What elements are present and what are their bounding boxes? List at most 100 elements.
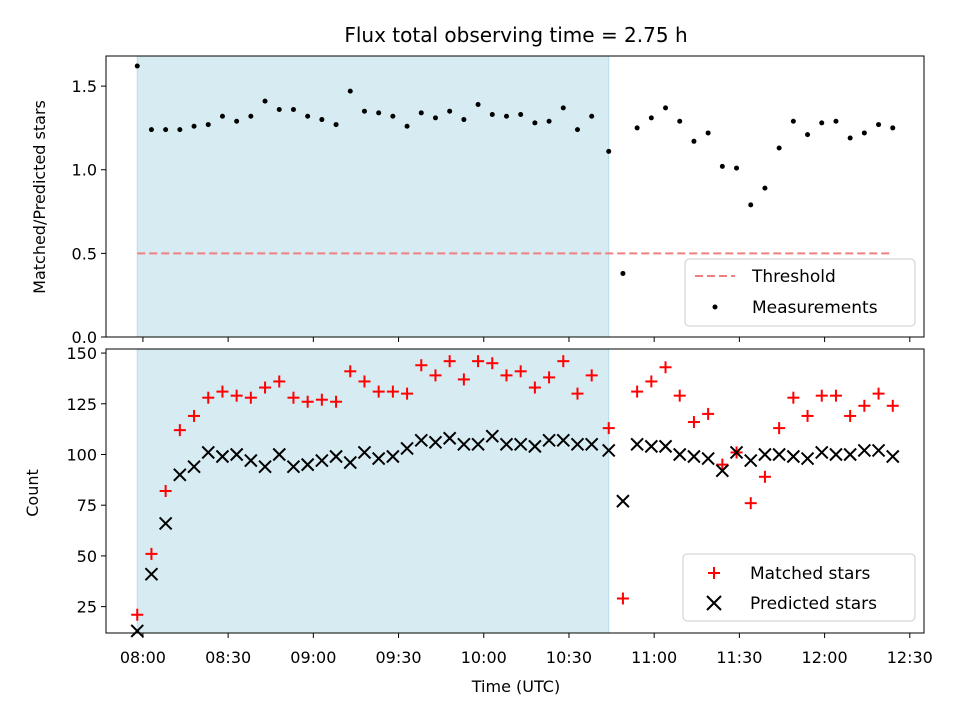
y-tick-label: 1.0 <box>72 161 97 180</box>
bottom-y-axis-label: Count <box>23 469 42 517</box>
legend-matched-swatch <box>708 567 720 579</box>
measurement-point <box>276 107 282 113</box>
matched-star-marker <box>557 355 570 368</box>
measurement-point <box>177 127 183 133</box>
predicted-star-marker <box>400 441 414 456</box>
predicted-star-marker <box>499 437 514 452</box>
measurement-point <box>819 120 825 126</box>
matched-star-marker <box>514 365 527 378</box>
top-x-axis-ticks <box>142 337 911 342</box>
measurement-point <box>432 115 438 121</box>
predicted-star-marker <box>673 447 687 462</box>
top-panel: 0.0 0.5 1.0 1.5 Flux total observing time =… <box>30 23 925 347</box>
bottom-panel: 25 50 75 100 125 150 08:00 08:30 09:00 09:30 10:0… <box>23 344 933 696</box>
matched-star-marker <box>358 375 371 388</box>
y-tick-label: 50 <box>77 547 97 566</box>
top-y-axis-label: Matched/Predicted stars <box>30 100 49 294</box>
measurement-point <box>805 132 811 138</box>
matched-star-marker <box>344 365 357 378</box>
measurement-point <box>620 270 626 276</box>
measurement-point <box>219 113 225 119</box>
measurement-point <box>560 105 566 111</box>
predicted-star-marker <box>871 443 886 458</box>
measurement-point <box>461 117 467 123</box>
measurement-point <box>191 123 197 129</box>
measurement-point <box>503 113 509 119</box>
predicted-star-marker <box>244 453 258 468</box>
predicted-star-marker <box>616 494 630 508</box>
matched-star-marker <box>500 369 513 382</box>
matched-star-marker <box>202 391 215 404</box>
measurement-point <box>748 202 754 208</box>
measurement-point <box>546 118 552 124</box>
x-tick-label: 10:00 <box>461 648 507 667</box>
measurement-point <box>418 110 424 116</box>
matched-star-marker <box>145 547 158 560</box>
predicted-star-marker <box>471 437 485 452</box>
predicted-star-marker <box>729 445 744 460</box>
predicted-star-marker <box>272 447 286 462</box>
measurement-point <box>475 102 481 108</box>
matched-star-marker <box>645 375 658 388</box>
measurement-point <box>134 63 140 69</box>
matched-star-marker <box>716 458 729 471</box>
measurement-point <box>691 138 697 144</box>
measurement-point <box>319 117 325 123</box>
predicted-star-marker <box>715 464 730 478</box>
matched-star-marker <box>687 416 700 429</box>
matched-star-marker <box>758 470 771 483</box>
predicted-star-marker <box>329 449 343 464</box>
y-tick-label: 1.5 <box>72 77 97 96</box>
legend-predicted-label: Predicted stars <box>750 594 877 614</box>
matched-star-marker <box>372 385 385 398</box>
x-tick-label: 11:30 <box>716 648 762 667</box>
predicted-star-marker <box>201 445 215 460</box>
x-tick-label: 08:30 <box>205 648 251 667</box>
predicted-star-marker <box>556 433 570 447</box>
x-tick-label: 11:00 <box>631 648 677 667</box>
measurement-point <box>876 122 882 128</box>
measurement-point <box>248 113 254 119</box>
x-tick-label: 08:00 <box>120 648 166 667</box>
measurement-point <box>532 120 538 126</box>
measurement-point <box>518 112 524 118</box>
top-y-axis-ticks: 0.0 0.5 1.0 1.5 <box>72 77 106 347</box>
predicted-star-marker <box>815 445 829 460</box>
y-tick-label: 25 <box>77 598 97 617</box>
predicted-star-marker <box>357 445 372 460</box>
measurement-point <box>861 130 867 136</box>
legend-matched-label: Matched stars <box>750 564 870 584</box>
predicted-star-marker <box>428 435 443 450</box>
matched-star-marker <box>659 361 672 374</box>
measurement-point <box>205 122 211 128</box>
measurement-point <box>833 118 839 124</box>
bottom-legend: Matched stars Predicted stars <box>682 553 916 622</box>
matched-star-marker <box>173 424 186 437</box>
measurement-point <box>163 127 169 133</box>
predicted-star-marker <box>386 449 400 464</box>
x-tick-label: 12:30 <box>887 648 933 667</box>
predicted-star-marker <box>173 468 187 482</box>
predicted-star-marker <box>258 459 272 474</box>
measurement-point <box>606 148 612 154</box>
top-legend: Threshold Measurements <box>684 258 916 327</box>
matched-star-marker <box>886 399 899 412</box>
top-legend-box <box>684 258 916 327</box>
measurement-point <box>776 145 782 151</box>
predicted-star-marker <box>786 449 801 464</box>
predicted-star-marker <box>570 437 585 452</box>
matched-star-marker <box>386 385 399 398</box>
measurement-points <box>134 63 896 276</box>
predicted-star-marker <box>687 449 701 464</box>
measurement-point <box>390 113 396 119</box>
matched-star-marker <box>301 395 314 408</box>
measurement-point <box>634 125 640 131</box>
legend-measurements-label: Measurements <box>752 298 878 318</box>
matched-star-marker <box>801 409 814 422</box>
legend-measurements-swatch <box>712 304 718 310</box>
matched-star-marker <box>585 369 598 382</box>
measurement-point <box>574 127 580 133</box>
measurement-point <box>148 127 154 133</box>
predicted-star-marker <box>658 439 673 454</box>
matched-star-marker <box>844 409 857 422</box>
